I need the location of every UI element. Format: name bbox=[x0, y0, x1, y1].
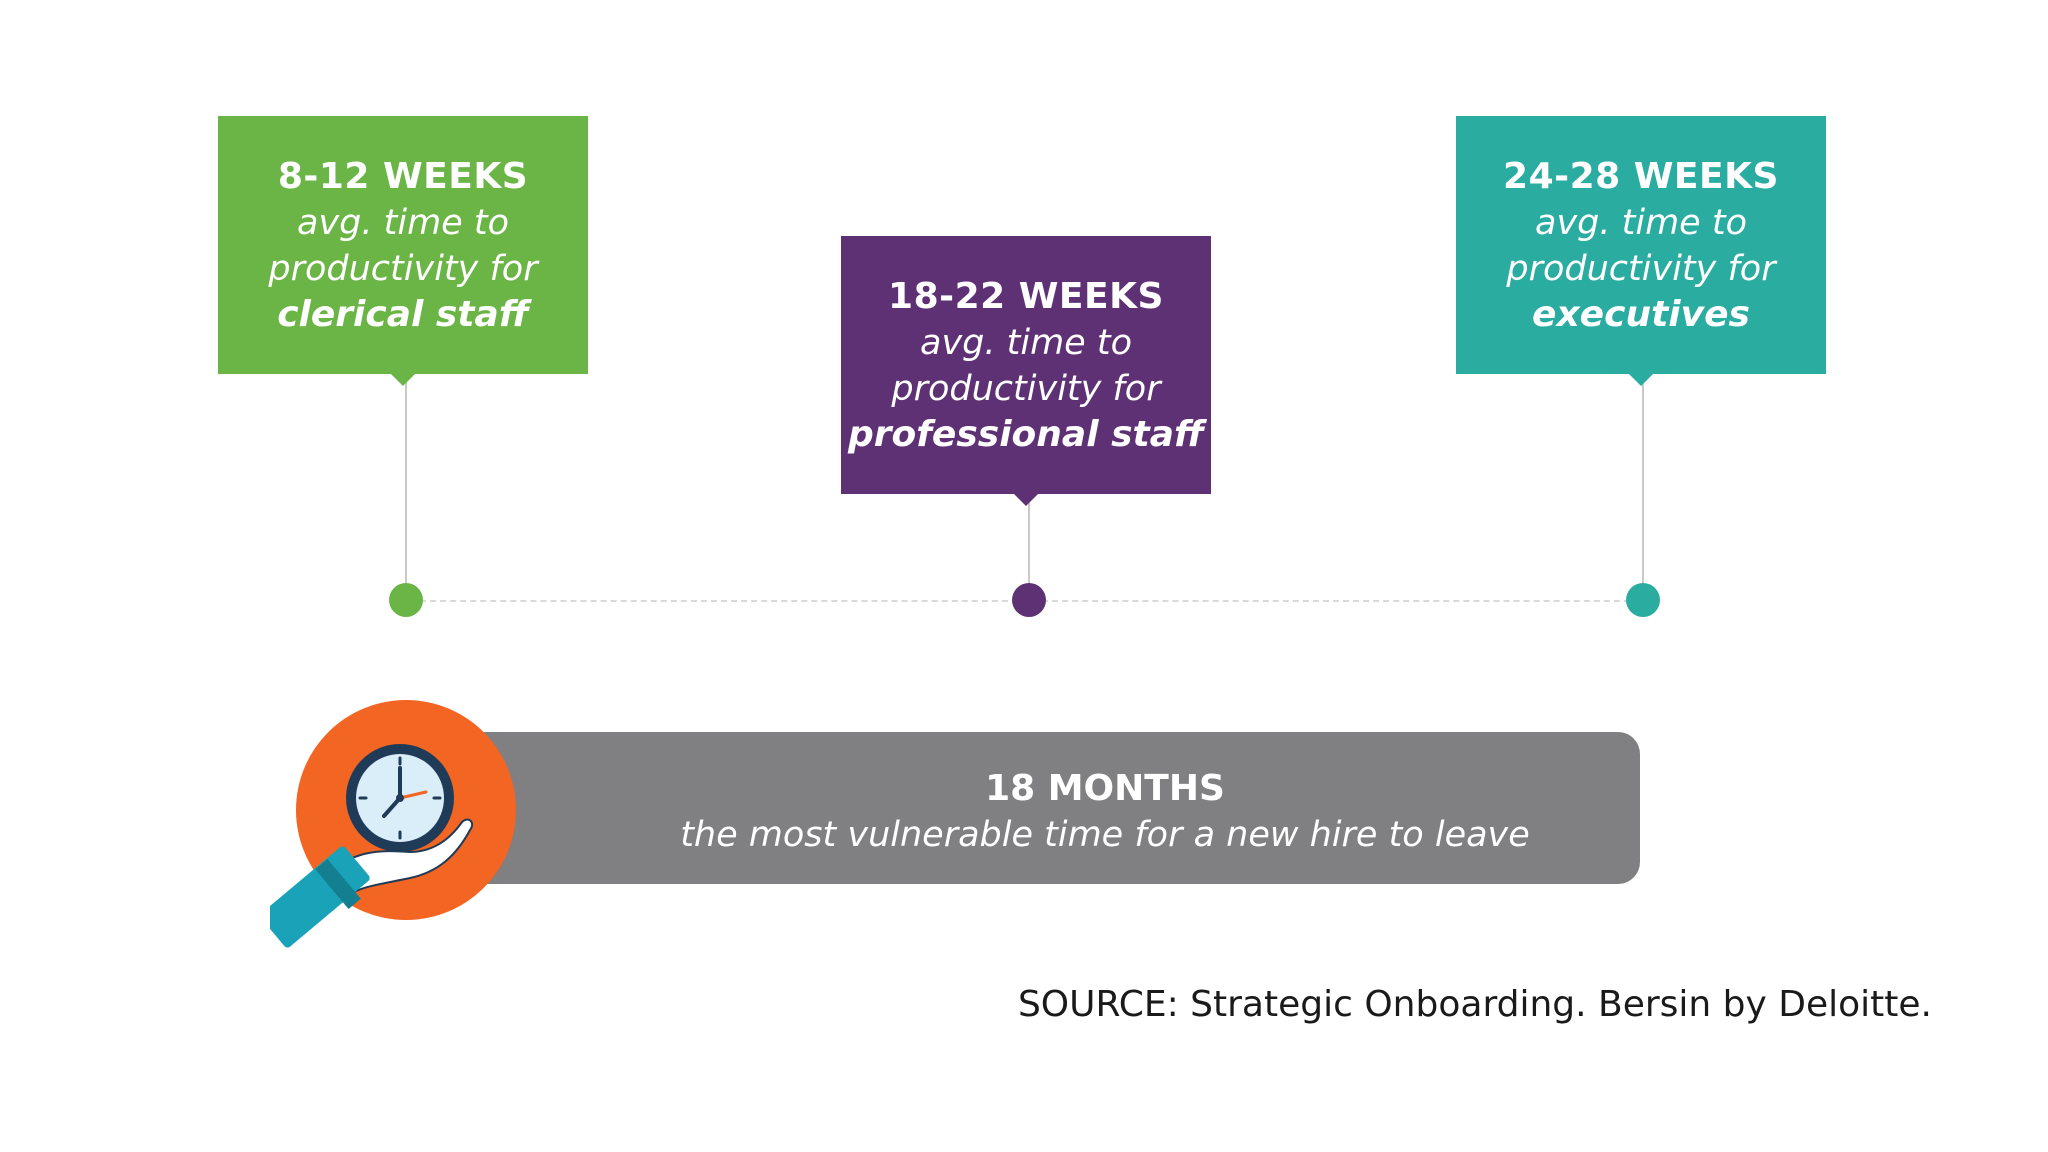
timeline-dot-clerical bbox=[389, 583, 423, 617]
stem-clerical bbox=[405, 378, 407, 600]
clock-minute-hand bbox=[382, 796, 402, 818]
card-pointer bbox=[1014, 494, 1038, 506]
stem-executives bbox=[1642, 378, 1644, 600]
stem-professional bbox=[1028, 498, 1030, 600]
milestone-weeks: 8-12 WEEKS bbox=[277, 156, 529, 197]
milestone-desc-line2: productivity for bbox=[891, 369, 1161, 409]
source-citation: SOURCE: Strategic Onboarding. Bersin by … bbox=[1017, 984, 1932, 1025]
milestone-role: clerical staff bbox=[277, 294, 529, 335]
vulnerable-period-banner: 18 MONTHS the most vulnerable time for a… bbox=[440, 732, 1640, 884]
clock-ticks bbox=[358, 756, 442, 840]
milestone-card-clerical: 8-12 WEEKS avg. time to productivity for… bbox=[218, 116, 588, 386]
milestone-card-executives: 24-28 WEEKS avg. time to productivity fo… bbox=[1456, 116, 1826, 386]
banner-title: 18 MONTHS bbox=[985, 768, 1225, 809]
milestone-desc-line2: productivity for bbox=[268, 249, 538, 289]
milestone-weeks: 18-22 WEEKS bbox=[888, 276, 1164, 317]
milestone-role: executives bbox=[1532, 294, 1750, 335]
clock-second-hand bbox=[398, 790, 428, 800]
card-pointer bbox=[1629, 374, 1653, 386]
milestone-desc-line1: avg. time to bbox=[1535, 203, 1747, 243]
clock-in-hand-icon bbox=[270, 700, 516, 948]
milestone-card-professional: 18-22 WEEKS avg. time to productivity fo… bbox=[841, 236, 1211, 506]
card-pointer bbox=[391, 374, 415, 386]
timeline-dot-executives bbox=[1626, 583, 1660, 617]
banner-subtitle: the most vulnerable time for a new hire … bbox=[680, 815, 1530, 855]
milestone-desc-line2: productivity for bbox=[1506, 249, 1776, 289]
milestone-desc-line1: avg. time to bbox=[920, 323, 1132, 363]
sleeve bbox=[270, 846, 370, 948]
milestone-desc-line1: avg. time to bbox=[297, 203, 509, 243]
milestone-weeks: 24-28 WEEKS bbox=[1503, 156, 1779, 197]
milestone-role: professional staff bbox=[848, 414, 1204, 455]
timeline-dot-professional bbox=[1012, 583, 1046, 617]
